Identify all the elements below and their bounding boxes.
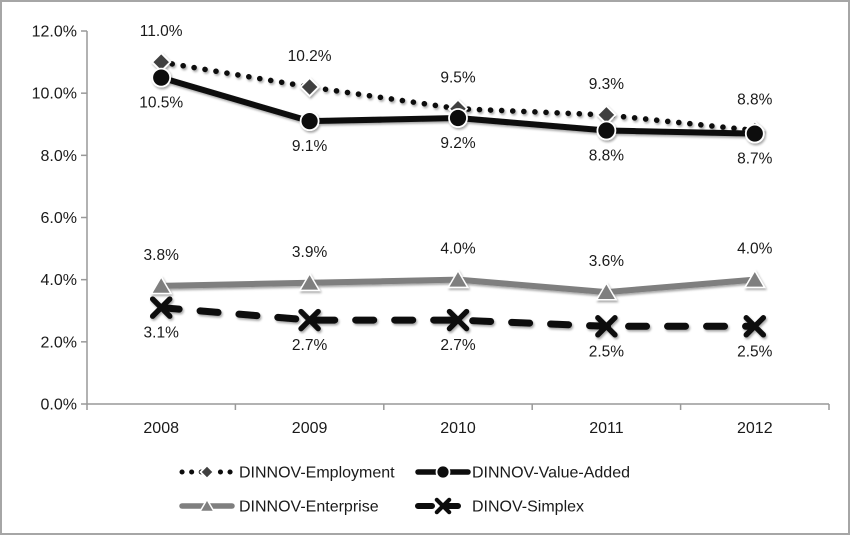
x-marker [595, 315, 618, 338]
data-label: 10.5% [139, 95, 183, 112]
y-axis-tick-label: 12.0% [32, 24, 77, 41]
data-label: 9.2% [440, 135, 476, 152]
data-label: 2.7% [440, 337, 476, 354]
legend-label: DINNOV-Employment [239, 465, 395, 482]
circle-marker [596, 120, 617, 141]
data-label: 9.1% [292, 138, 328, 155]
series-dinnov-value-added [151, 67, 765, 144]
triangle-marker [743, 269, 766, 289]
data-label: 9.5% [440, 70, 476, 87]
circle-marker [299, 111, 320, 132]
triangle-marker [298, 272, 321, 292]
x-axis-tick-label: 2008 [143, 420, 179, 437]
legend-item-dinnov-value-added [415, 464, 471, 480]
series-dinov-simplex [149, 296, 767, 338]
x-axis-tick-label: 2012 [737, 420, 773, 437]
data-label: 4.0% [737, 241, 773, 258]
data-label: 9.3% [589, 76, 625, 93]
legend-label: DINOV-Simplex [472, 499, 584, 516]
circle-marker [435, 464, 451, 480]
triangle-marker [446, 269, 470, 289]
data-label: 2.5% [589, 343, 625, 360]
x-axis-tick-label: 2010 [440, 420, 476, 437]
data-label: 3.1% [144, 325, 180, 342]
series-line [157, 304, 759, 330]
y-axis-tick-label: 2.0% [41, 334, 77, 351]
x-marker [298, 308, 321, 332]
data-label: 8.8% [737, 91, 773, 108]
y-axis-tick-label: 6.0% [41, 210, 77, 227]
legend-label: DINNOV-Value-Added [472, 465, 630, 482]
data-label: 3.6% [589, 253, 625, 270]
x-marker [446, 308, 470, 332]
legend-item-dinnov-employment [179, 464, 235, 480]
circle-marker [744, 123, 765, 144]
x-marker [743, 315, 767, 338]
y-axis-tick-label: 8.0% [41, 148, 77, 165]
legend-item-dinov-simplex [415, 497, 471, 515]
diamond-marker [299, 76, 320, 98]
circle-marker [151, 67, 172, 88]
triangle-marker [198, 498, 216, 513]
data-label: 11.0% [140, 23, 183, 40]
series-dinnov-enterprise [150, 269, 766, 301]
x-axis-tick-label: 2009 [292, 420, 328, 437]
legend-label: DINNOV-Enterprise [239, 499, 379, 516]
diamond-marker [199, 464, 215, 480]
legend-item-dinnov-enterprise [179, 498, 235, 513]
data-label: 3.8% [144, 247, 180, 264]
data-label: 8.8% [589, 147, 625, 164]
data-label: 4.0% [440, 241, 476, 258]
y-axis-tick-label: 4.0% [41, 272, 77, 289]
data-label: 8.7% [737, 151, 773, 168]
x-axis-tick-label: 2011 [589, 420, 624, 437]
circle-marker [448, 108, 468, 128]
triangle-marker [595, 281, 618, 301]
data-label: 2.5% [737, 343, 773, 360]
y-axis-tick-label: 10.0% [32, 86, 77, 103]
triangle-marker [150, 275, 173, 295]
x-marker [434, 497, 452, 515]
y-axis-tick-label: 0.0% [41, 397, 77, 414]
data-label: 2.7% [292, 337, 328, 354]
data-label: 10.2% [288, 48, 332, 65]
x-marker [149, 296, 173, 319]
data-label: 3.9% [292, 244, 328, 261]
